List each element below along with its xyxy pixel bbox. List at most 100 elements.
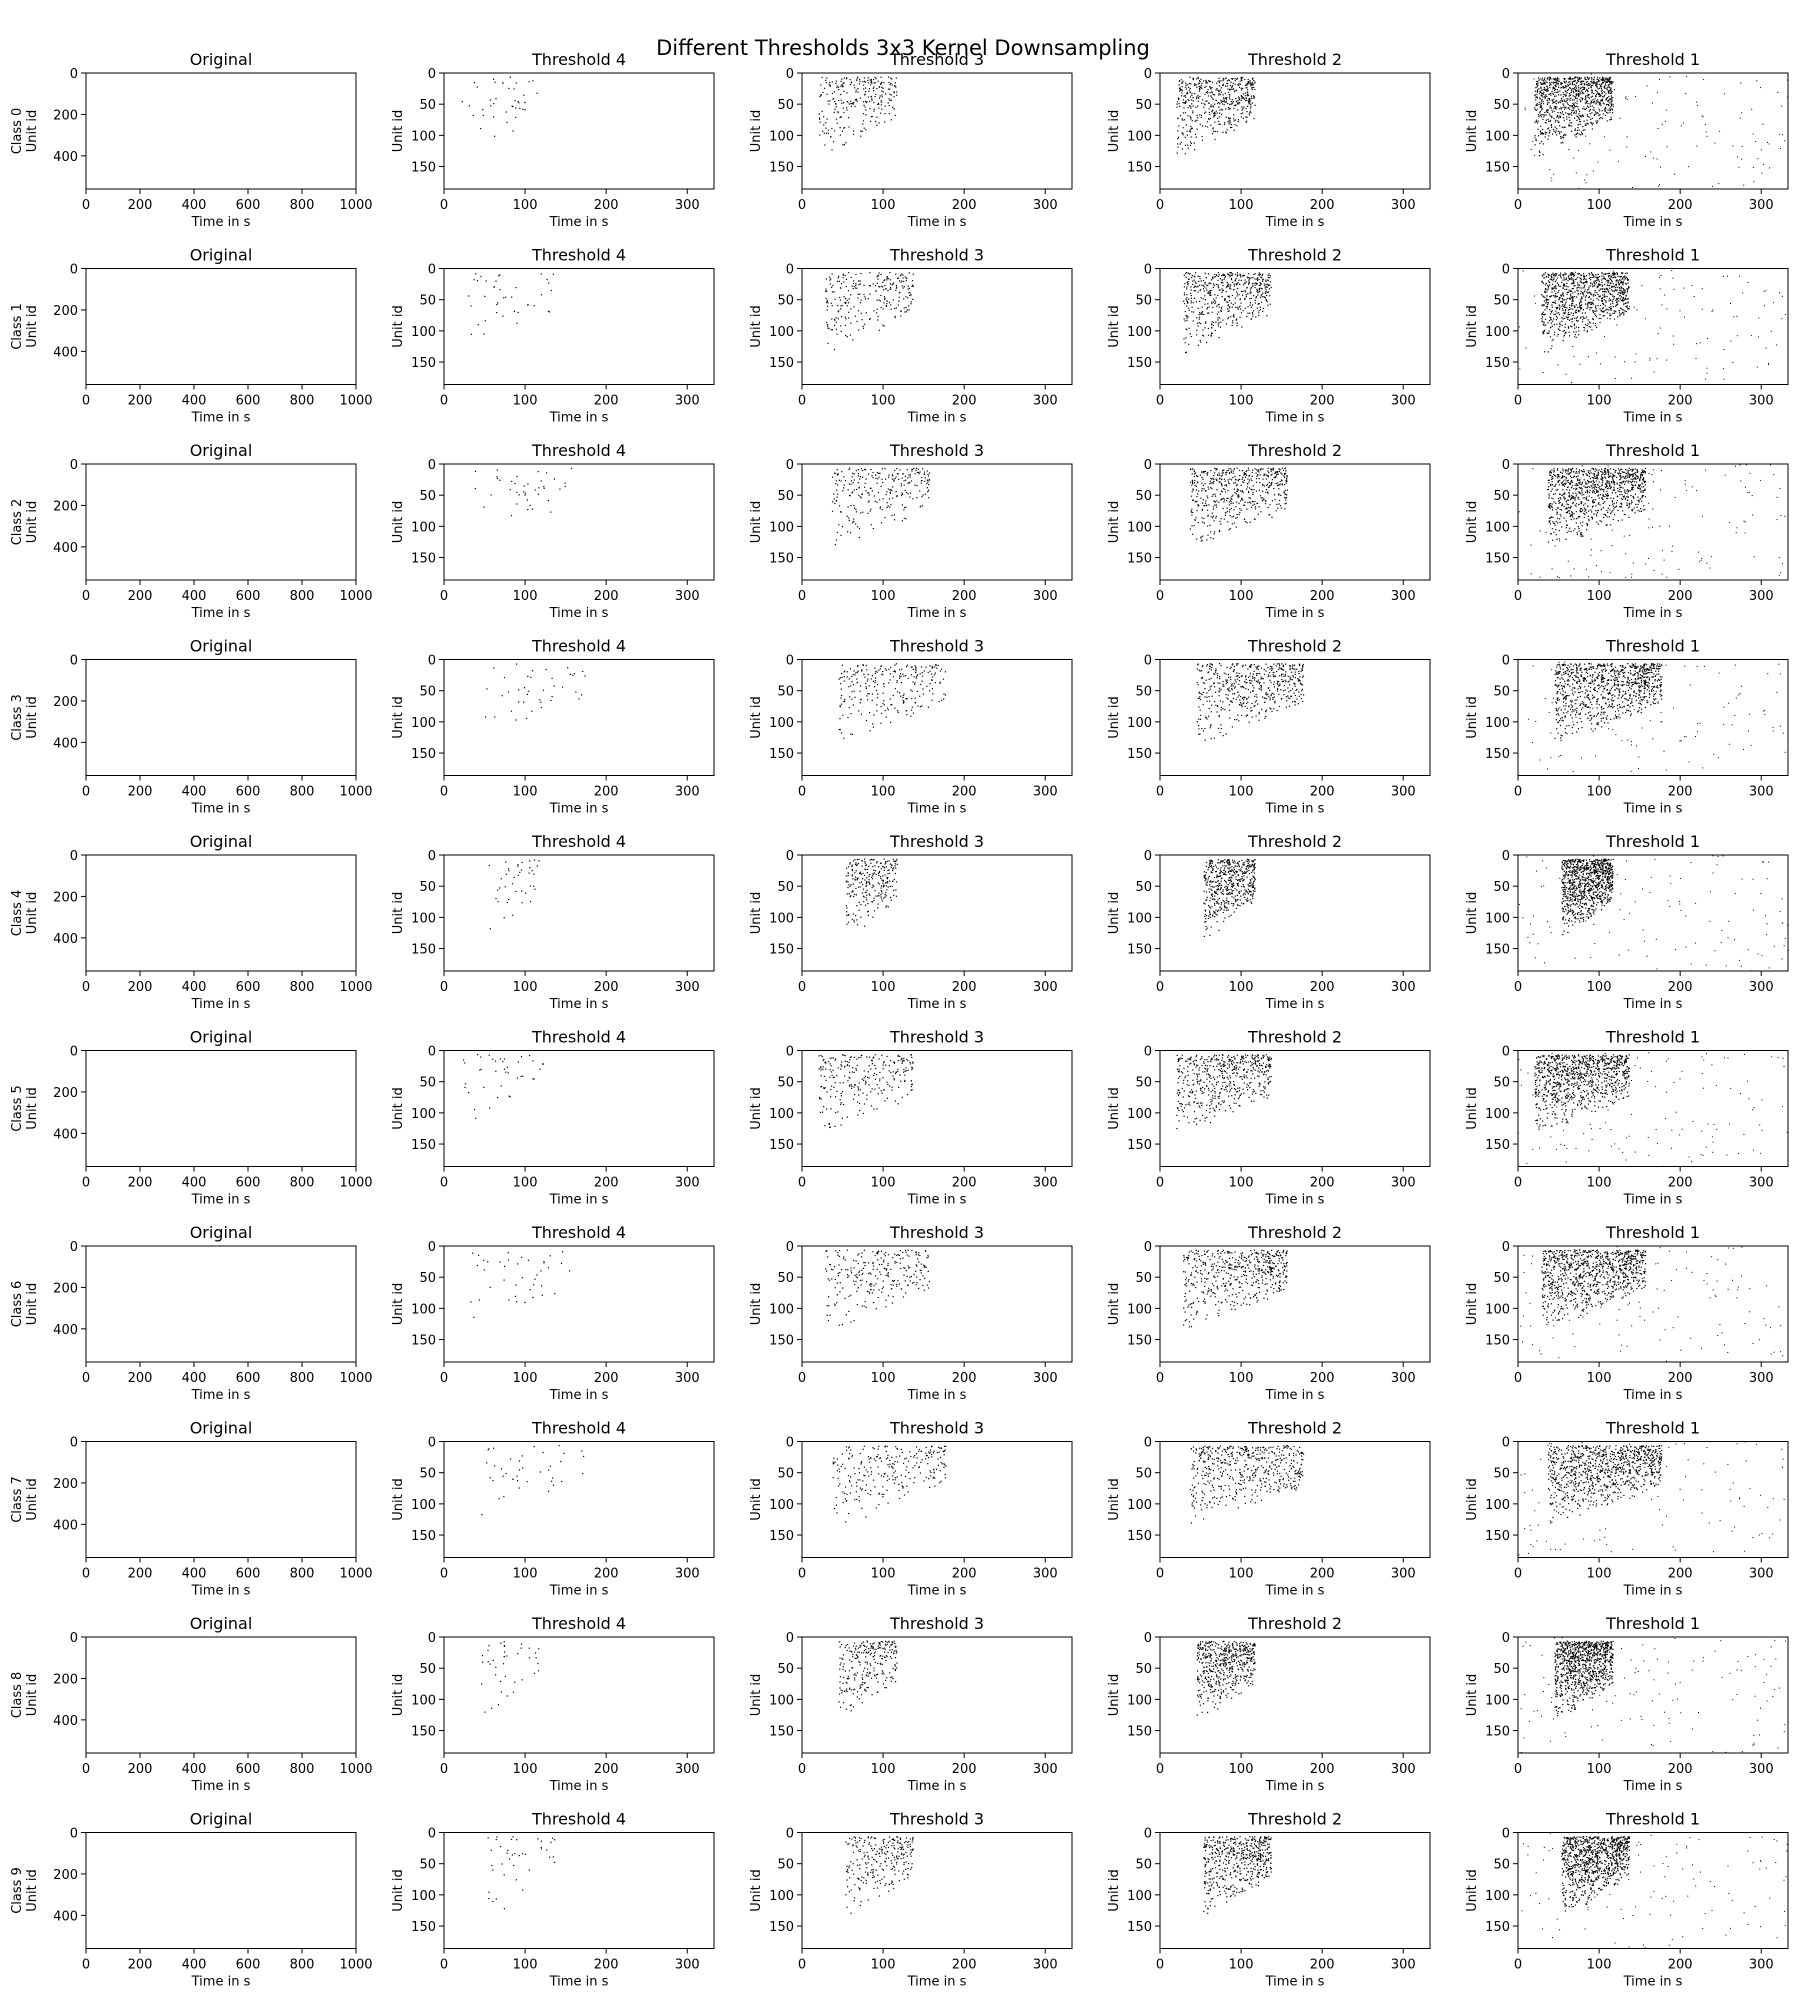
data-point <box>1254 278 1256 280</box>
data-point <box>1214 300 1216 302</box>
data-point <box>835 480 837 482</box>
data-point <box>835 539 837 541</box>
class-label: Class 1 <box>10 303 25 350</box>
data-point <box>1534 137 1536 139</box>
data-point <box>1609 78 1611 80</box>
data-point <box>1684 316 1685 318</box>
data-point <box>882 308 884 310</box>
x-tick-label: 200 <box>1310 198 1335 213</box>
data-point <box>1219 112 1221 114</box>
x-tick-label: 0 <box>798 589 806 604</box>
data-point <box>1592 299 1594 301</box>
data-point <box>1596 112 1598 114</box>
data-point <box>1211 311 1213 313</box>
data-point <box>1569 94 1571 96</box>
data-point <box>1193 311 1195 313</box>
data-point <box>1587 356 1589 358</box>
data-point <box>1583 276 1585 278</box>
data-point <box>1586 174 1588 176</box>
data-point <box>1610 486 1612 488</box>
data-point <box>1285 502 1287 504</box>
data-point <box>1546 81 1548 84</box>
data-point <box>1568 125 1570 127</box>
data-point <box>1552 280 1554 282</box>
data-point <box>1240 113 1242 115</box>
data-point <box>1207 534 1209 536</box>
data-point <box>1540 133 1542 135</box>
data-point <box>1588 520 1590 522</box>
data-point <box>515 116 517 118</box>
data-point <box>1597 478 1599 480</box>
y-tick-label: 100 <box>1127 325 1152 340</box>
data-point <box>1578 110 1581 112</box>
data-point <box>1231 324 1233 326</box>
data-point <box>1190 142 1192 144</box>
data-point <box>1586 330 1589 332</box>
data-point <box>1579 305 1581 307</box>
data-point <box>1227 521 1229 523</box>
data-point <box>889 489 891 491</box>
data-point <box>1739 117 1741 119</box>
data-point <box>1598 279 1600 281</box>
data-point <box>832 98 834 100</box>
data-point <box>1197 291 1199 293</box>
data-point <box>867 96 869 98</box>
data-point <box>1541 93 1543 95</box>
data-point <box>1256 475 1258 477</box>
data-point <box>1564 317 1566 319</box>
data-point <box>923 471 926 473</box>
data-point <box>1575 136 1577 138</box>
data-point <box>1553 274 1555 276</box>
data-point <box>1538 88 1540 90</box>
data-point <box>1250 105 1252 107</box>
data-point <box>1231 523 1233 525</box>
data-point <box>1577 94 1579 96</box>
data-point <box>823 124 825 126</box>
data-point <box>831 510 834 512</box>
data-point <box>870 80 872 82</box>
data-point <box>1656 358 1658 360</box>
data-point <box>1575 133 1577 135</box>
data-point <box>1575 271 1576 273</box>
data-point <box>1618 284 1620 286</box>
data-point <box>1602 82 1604 84</box>
data-point <box>1564 85 1566 87</box>
data-point <box>1220 518 1222 520</box>
y-tick-label: 150 <box>411 552 436 567</box>
data-point <box>1621 308 1623 311</box>
data-point <box>523 491 525 493</box>
data-point <box>1559 133 1561 135</box>
data-point <box>1257 470 1259 472</box>
data-point <box>1553 78 1555 80</box>
data-point <box>1215 468 1217 470</box>
data-point <box>1550 78 1552 80</box>
data-point <box>831 305 833 307</box>
data-point <box>1203 80 1205 82</box>
data-point <box>1197 96 1199 98</box>
data-point <box>1575 82 1577 84</box>
data-point <box>1550 322 1552 324</box>
data-point <box>1219 520 1221 522</box>
data-point <box>1228 120 1230 122</box>
data-point <box>1607 112 1609 114</box>
data-point <box>825 290 827 292</box>
data-point <box>1548 120 1550 122</box>
data-point <box>1597 92 1599 94</box>
data-point <box>1250 488 1252 490</box>
data-point <box>1607 100 1609 102</box>
data-point <box>496 469 498 471</box>
data-point <box>1197 344 1199 346</box>
data-point <box>1246 87 1248 89</box>
data-point <box>1252 491 1254 494</box>
data-point <box>1196 114 1198 117</box>
data-point <box>1608 105 1610 107</box>
data-point <box>1186 286 1188 288</box>
data-point <box>1200 114 1203 116</box>
y-tick-label: 0 <box>428 67 436 82</box>
data-point <box>1285 477 1288 479</box>
data-point <box>1237 84 1239 86</box>
data-point <box>1564 493 1566 495</box>
data-point <box>1202 280 1204 282</box>
